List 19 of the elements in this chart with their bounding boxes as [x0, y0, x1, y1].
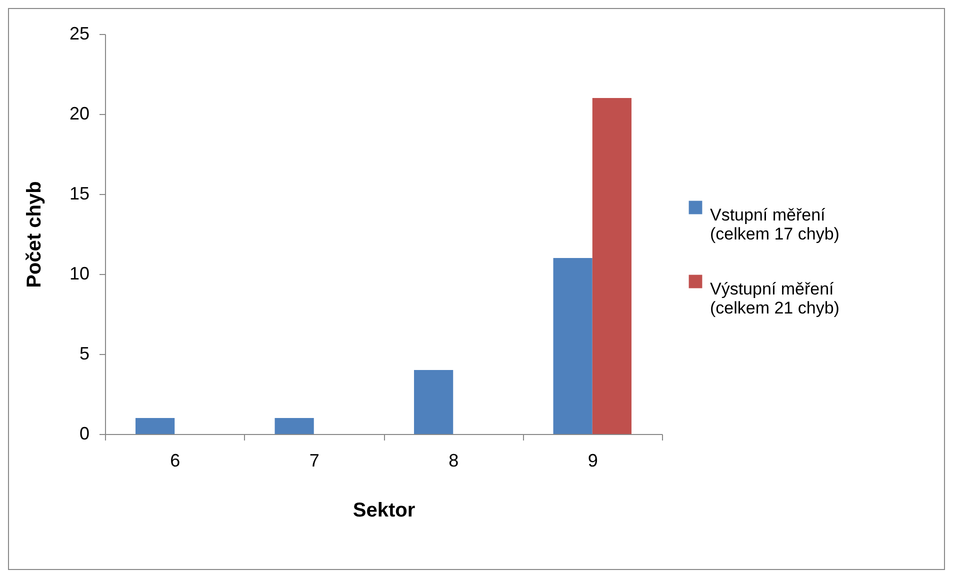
x-tick-label: 8: [448, 450, 459, 470]
bar: [553, 258, 592, 434]
y-tick-label: 0: [79, 424, 90, 444]
legend-label: Vstupní měření (celkem 17 chyb): [710, 206, 840, 244]
y-tick-label: 10: [69, 264, 90, 284]
x-tick-label: 7: [309, 450, 320, 470]
y-tick-label: 20: [69, 104, 90, 124]
bar: [414, 370, 454, 434]
y-tick-label: 25: [69, 24, 90, 44]
bar: [274, 418, 314, 434]
x-axis-title: Sektor: [352, 500, 416, 522]
x-tick-label: 9: [588, 450, 598, 470]
bar: [136, 418, 175, 434]
x-tick-label: 6: [170, 450, 180, 470]
bar: [592, 98, 632, 434]
y-tick-label: 5: [79, 344, 90, 364]
y-tick-label: 15: [69, 184, 90, 204]
legend-label: Výstupní měření (celkem 21 chyb): [710, 280, 840, 318]
y-axis-title: Počet chyb: [23, 181, 46, 288]
